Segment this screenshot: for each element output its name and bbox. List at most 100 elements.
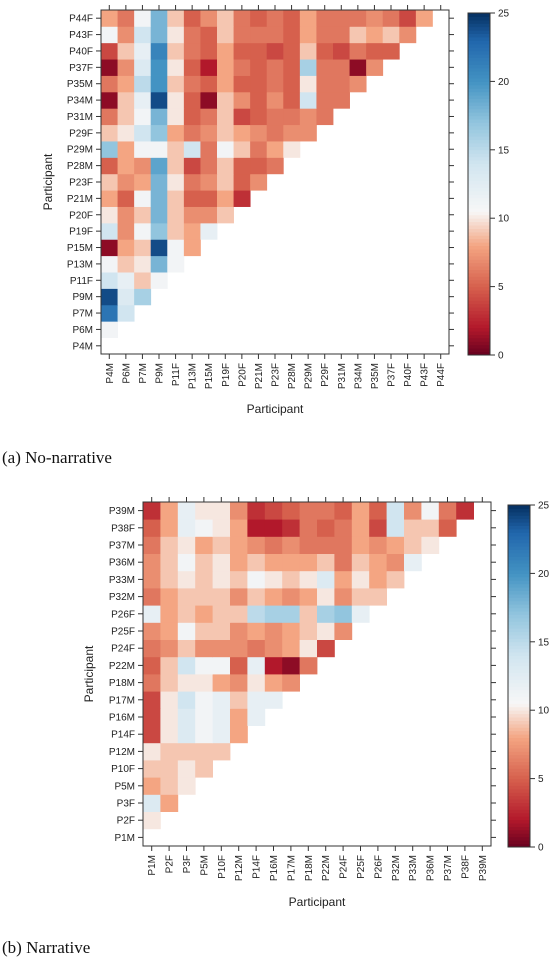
heatmap-cell — [299, 588, 318, 606]
y-tick-label: P36M — [109, 558, 135, 569]
heatmap-cell — [264, 656, 283, 675]
heatmap-cell — [195, 588, 213, 606]
y-tick-label: P44F — [69, 14, 93, 25]
heatmap-cell — [160, 708, 179, 726]
heatmap-cell — [369, 502, 387, 520]
heatmap-cell — [195, 605, 213, 623]
heatmap-cell — [351, 605, 370, 623]
y-tick-label: P6M — [72, 325, 93, 336]
heatmap-cell — [195, 674, 213, 692]
colorbar-segment — [468, 54, 490, 58]
x-tick-label: P15M — [204, 363, 215, 389]
colorbar-segment — [508, 805, 530, 810]
colorbar-segment — [468, 173, 490, 178]
heatmap-cell — [177, 570, 196, 589]
y-tick-label: P21M — [67, 194, 93, 205]
colorbar-segment — [468, 255, 490, 260]
colorbar-segment — [468, 341, 490, 346]
heatmap-cell — [134, 157, 152, 175]
colorbar-segment — [468, 214, 490, 219]
x-tick-label: P17M — [286, 855, 297, 881]
heatmap-cell — [317, 536, 335, 554]
colorbar-segment — [468, 30, 490, 35]
colorbar-segment — [468, 310, 490, 315]
heatmap-cell — [117, 91, 135, 109]
colorbar-segment — [508, 528, 530, 533]
heatmap-cell — [134, 26, 152, 44]
heatmap-cell — [317, 588, 335, 606]
heatmap-cell — [200, 42, 218, 60]
heatmap-cell — [200, 157, 218, 175]
heatmap-cell — [101, 42, 118, 60]
colorbar-segment — [508, 621, 530, 626]
x-tick-label: P31M — [337, 363, 348, 389]
heatmap-cell — [183, 206, 201, 224]
heatmap-cell — [134, 255, 152, 273]
y-tick-label: P37F — [69, 63, 93, 74]
heatmap-cell — [399, 26, 417, 44]
colorbar-segment — [468, 105, 490, 110]
heatmap-cell — [212, 605, 231, 623]
heatmap-cell — [167, 59, 185, 76]
colorbar-segment — [468, 238, 490, 243]
heatmap-cell — [333, 26, 350, 44]
colorbar-segment — [508, 604, 530, 609]
heatmap-cell — [334, 605, 353, 623]
heatmap-cells — [101, 10, 433, 339]
heatmap-cell — [386, 570, 405, 589]
colorbar-segment — [508, 641, 530, 646]
heatmap-cell — [247, 691, 266, 709]
heatmap-cell — [177, 588, 196, 606]
heatmap-cell — [167, 206, 185, 224]
colorbar-segment — [508, 761, 530, 766]
colorbar-segment — [508, 607, 530, 612]
colorbar-segment — [468, 122, 490, 127]
heatmap-cell — [150, 42, 168, 60]
heatmap-cell — [150, 173, 168, 191]
heatmap-cell — [212, 725, 231, 744]
heatmap-cell — [317, 639, 335, 658]
colorbar-segment — [508, 569, 530, 574]
colorbar-segment — [508, 672, 530, 677]
colorbar-segment — [468, 248, 490, 253]
y-tick-label: P12M — [109, 747, 135, 758]
heatmap-cell — [212, 570, 231, 589]
heatmap-cell — [334, 536, 353, 554]
colorbar-segment — [508, 559, 530, 564]
heatmap-cell — [247, 674, 266, 692]
colorbar-segment — [508, 833, 530, 838]
colorbar-segment — [468, 108, 490, 113]
heatmap-cell — [386, 536, 405, 554]
plot-frame — [142, 501, 492, 847]
heatmap-cell — [143, 691, 161, 709]
colorbar-tick-label: 5 — [498, 282, 504, 293]
heatmap-cell — [404, 536, 422, 554]
heatmap-cell — [250, 124, 268, 142]
colorbar-segment — [468, 351, 490, 356]
colorbar-segment — [468, 101, 490, 106]
colorbar-segment — [468, 290, 490, 294]
heatmap-cell — [183, 59, 201, 76]
colorbar-segment — [468, 187, 490, 192]
y-tick-label: P32M — [109, 592, 135, 603]
heatmap-cell — [217, 206, 234, 224]
x-tick-label: P10F — [217, 855, 228, 879]
x-tick-label: P9M — [155, 363, 166, 384]
heatmap-cell — [177, 622, 196, 640]
y-tick-label: P29F — [69, 128, 93, 139]
heatmap-cell — [212, 674, 231, 692]
colorbar-segment — [508, 600, 530, 605]
colorbar-segment — [468, 180, 490, 185]
heatmap-cell — [299, 605, 318, 623]
colorbar-segment — [468, 47, 490, 52]
heatmap-cell — [177, 536, 196, 554]
heatmap-cell — [247, 502, 266, 520]
heatmap-cell — [351, 553, 370, 572]
colorbar-segment — [468, 201, 490, 206]
colorbar-segment — [508, 682, 530, 687]
colorbar-segment — [508, 689, 530, 694]
heatmap-cell — [117, 59, 135, 76]
heatmap-cell — [160, 553, 179, 572]
colorbar-segment — [468, 283, 490, 288]
colorbar-segment — [508, 634, 530, 639]
